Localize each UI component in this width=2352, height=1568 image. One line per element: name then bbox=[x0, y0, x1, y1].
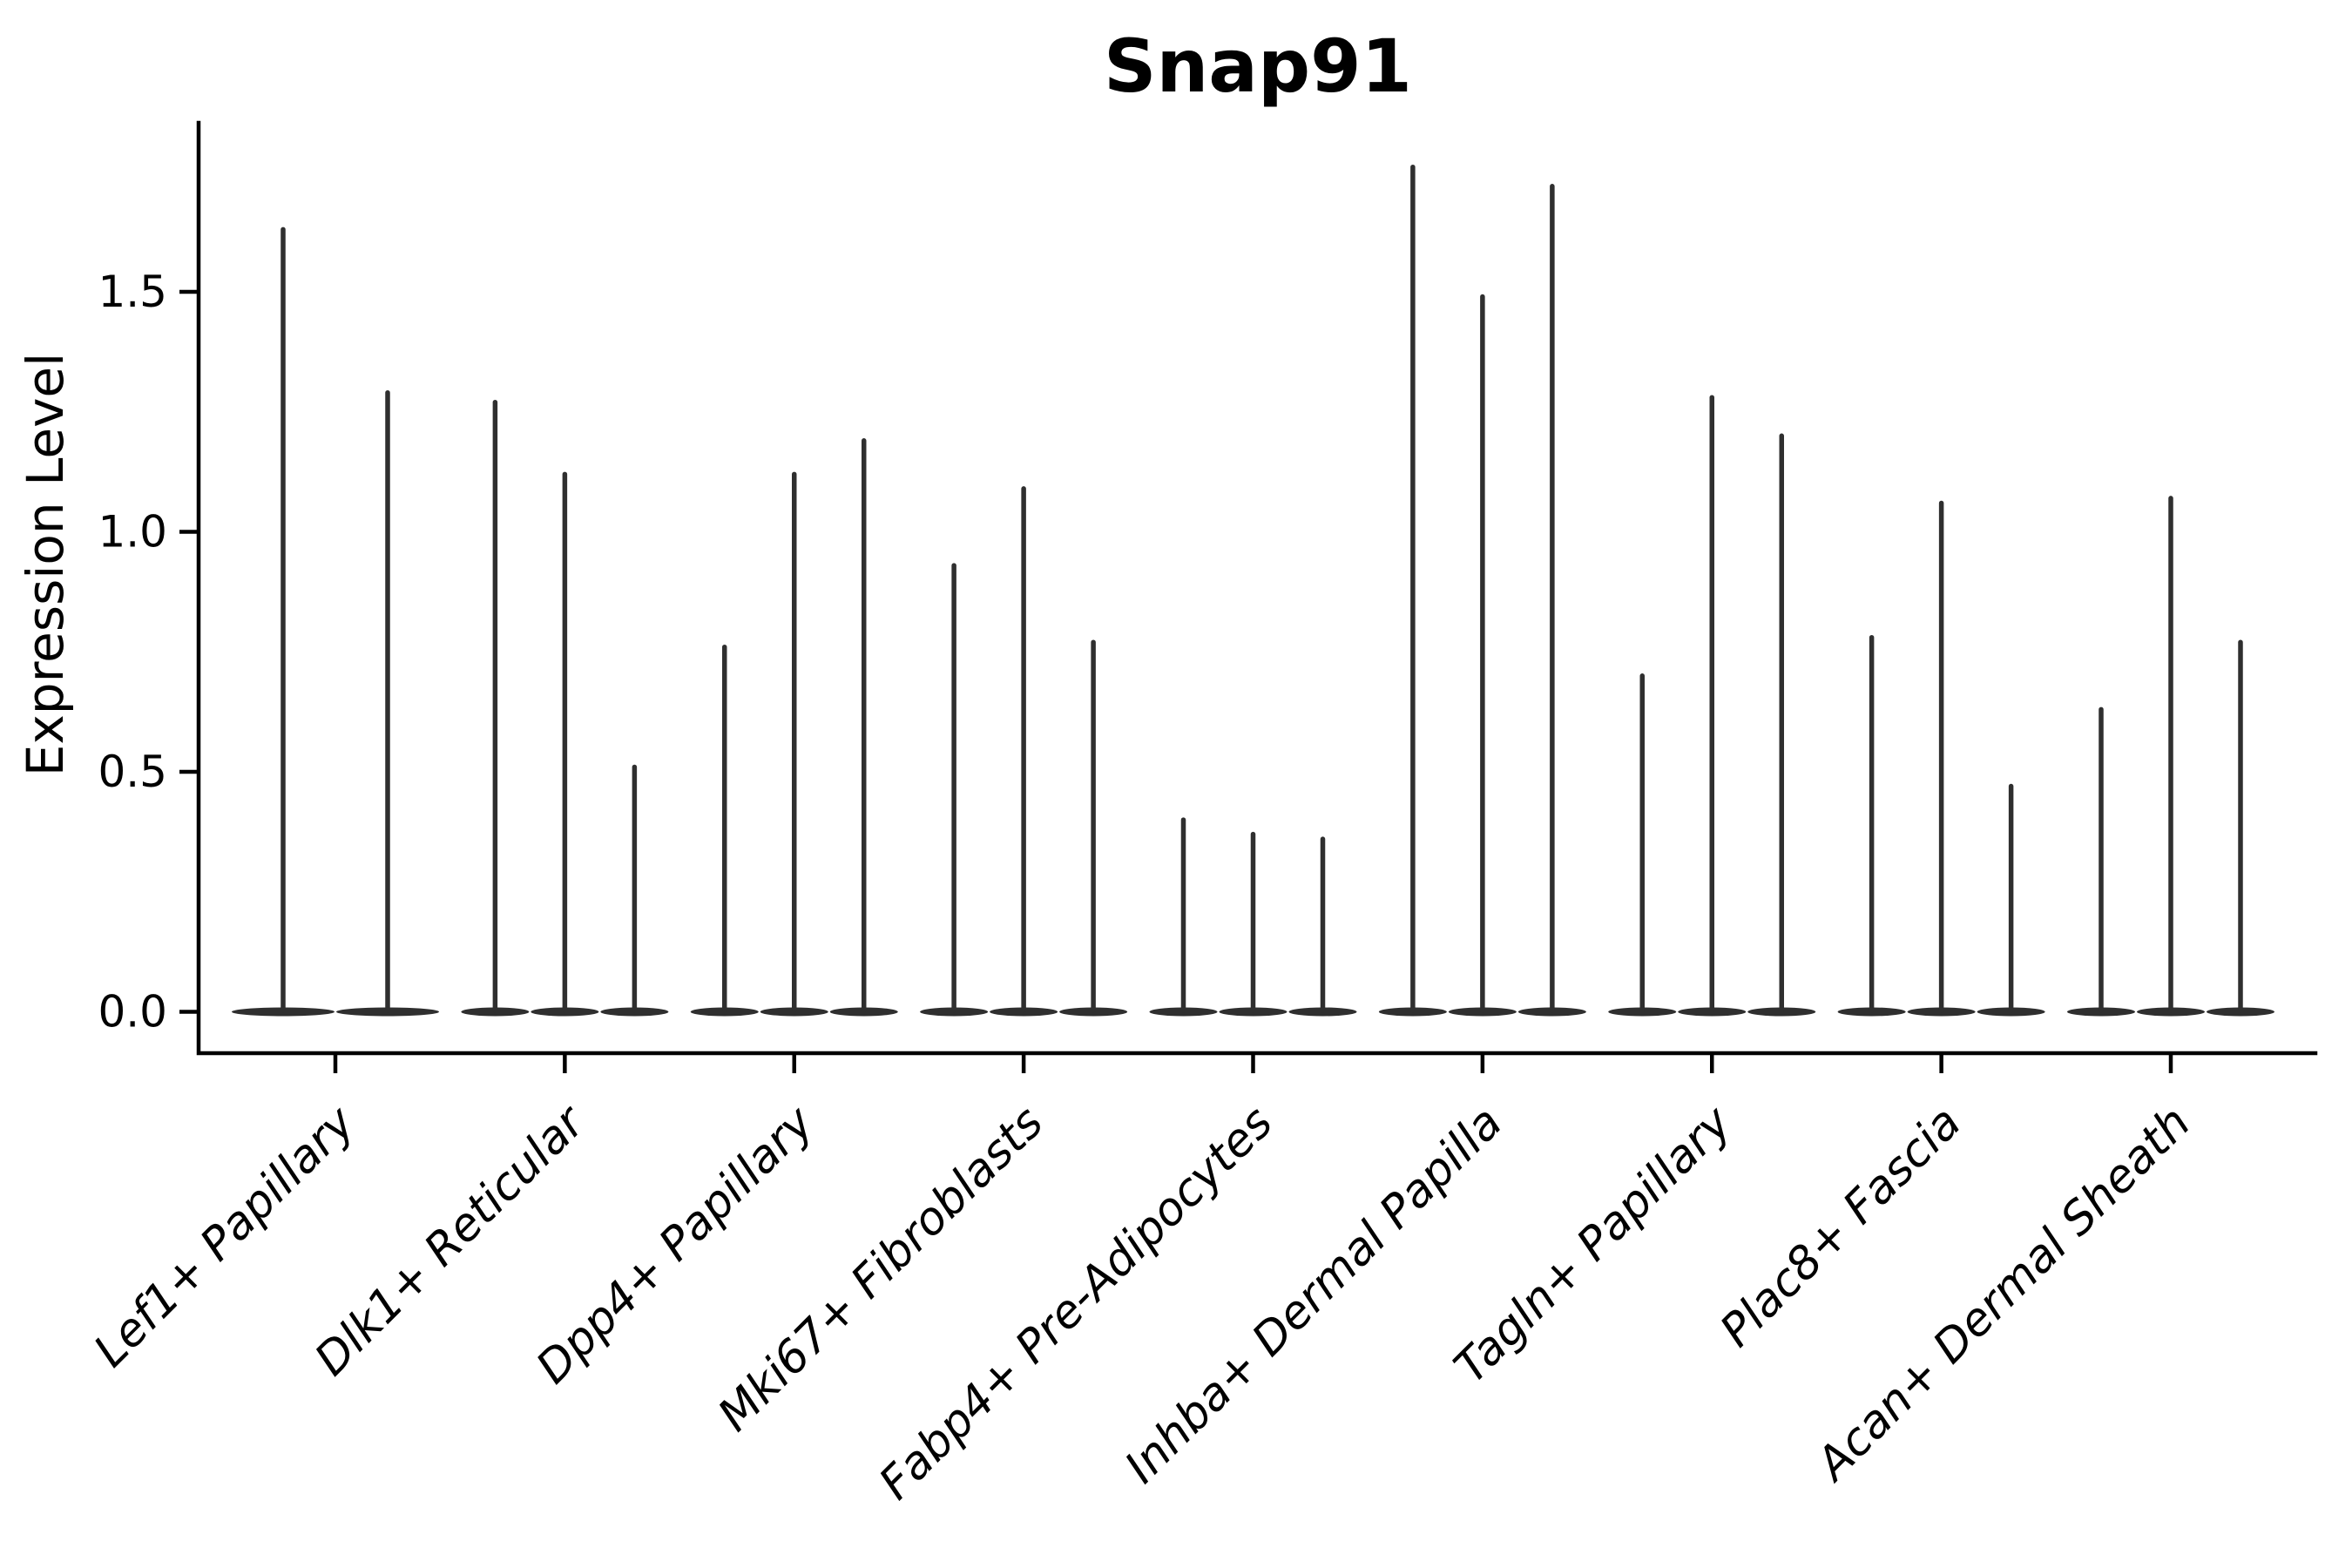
axis-spines bbox=[196, 120, 2318, 1056]
violin-group bbox=[461, 399, 669, 1017]
y-tick-label: 1.0 bbox=[98, 507, 167, 558]
violin-group bbox=[1837, 500, 2045, 1017]
violin-group bbox=[690, 438, 898, 1017]
violin-group bbox=[1608, 395, 1816, 1017]
violin-group bbox=[920, 486, 1128, 1017]
x-tick-label: Inhba+ Dermal Papilla bbox=[1115, 1097, 1512, 1494]
x-tick-label: Plac8+ Fascia bbox=[1711, 1097, 1971, 1357]
violin-group bbox=[1149, 817, 1357, 1017]
y-axis-ticks bbox=[179, 289, 199, 1014]
y-tick-label: 0.5 bbox=[98, 747, 167, 797]
violin-group bbox=[232, 226, 439, 1017]
x-axis-ticks bbox=[333, 1053, 2173, 1073]
y-axis-labels: 0.0 0.5 1.0 1.5 bbox=[98, 267, 167, 1037]
violin-group bbox=[1378, 164, 1586, 1017]
x-tick-label: Fabp4+ Pre-Adipocytes bbox=[869, 1097, 1283, 1511]
chart-title: Snap91 bbox=[1104, 24, 1412, 109]
violin-series bbox=[232, 164, 2274, 1017]
violin-group bbox=[2067, 496, 2274, 1017]
x-tick-label: Acan+ Dermal Sheath bbox=[1805, 1097, 2200, 1492]
y-tick-label: 0.0 bbox=[98, 987, 167, 1037]
y-axis-label: Expression Level bbox=[16, 353, 75, 776]
y-tick-label: 1.5 bbox=[98, 267, 167, 317]
